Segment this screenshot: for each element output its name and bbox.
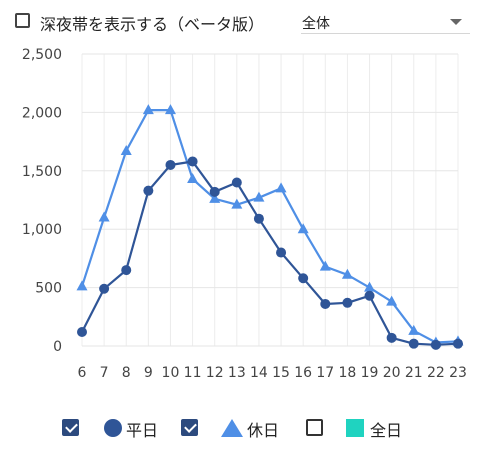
- data-point-triangle: [187, 172, 199, 183]
- x-tick-label: 21: [405, 365, 423, 381]
- y-tick-label: 500: [35, 281, 62, 297]
- series-line-circle: [81, 160, 459, 346]
- data-point-circle: [430, 339, 441, 350]
- data-point-circle: [77, 326, 87, 337]
- x-tick-label: 13: [228, 365, 246, 381]
- x-tick-label: 20: [383, 365, 401, 381]
- view-select[interactable]: 全体: [301, 8, 470, 34]
- data-point-circle: [364, 290, 375, 301]
- data-point-circle: [342, 297, 353, 308]
- x-tick-label: 15: [272, 365, 290, 381]
- data-point-circle: [121, 265, 132, 276]
- x-tick-label: 19: [361, 365, 379, 381]
- data-point-triangle: [76, 280, 88, 291]
- top-bar: 深夜帯を表示する（ベータ版） 全体: [0, 0, 491, 44]
- x-tick-label: 18: [338, 365, 356, 381]
- x-tick-label: 10: [162, 365, 180, 381]
- data-point-circle: [143, 185, 154, 196]
- x-tick-label: 12: [206, 365, 224, 381]
- line-chart: 0 500 1,000 1,500 2,000 2,500 6 7 8 9 10 11 12 13 14 15…: [22, 47, 467, 381]
- x-tick-label: 8: [122, 365, 131, 381]
- legend-allday-label[interactable]: 全日: [370, 421, 403, 440]
- data-point-triangle: [319, 260, 331, 271]
- y-tick-label: 2,000: [22, 105, 62, 121]
- legend-holiday-label[interactable]: 休日: [247, 421, 280, 440]
- x-tick-label: 17: [316, 365, 334, 381]
- legend-weekday-checkbox[interactable]: [62, 419, 79, 436]
- data-point-circle: [187, 156, 198, 167]
- data-point-triangle: [231, 198, 243, 209]
- x-tick-label: 16: [294, 365, 312, 381]
- data-point-triangle: [209, 192, 221, 203]
- data-point-triangle: [364, 281, 376, 292]
- late-night-checkbox[interactable]: [15, 13, 30, 28]
- data-point-triangle: [253, 191, 265, 202]
- x-tick-label: 7: [100, 365, 109, 381]
- data-point-triangle: [142, 104, 154, 115]
- y-tick-label: 2,500: [22, 47, 62, 63]
- data-point-circle: [99, 283, 110, 294]
- x-tick-label: 14: [250, 365, 268, 381]
- x-tick-label: 6: [78, 365, 87, 381]
- dropdown-arrow-icon: [450, 19, 462, 25]
- legend-allday-checkbox[interactable]: [306, 419, 323, 436]
- legend: 平日 休日 全日: [0, 412, 491, 442]
- data-point-circle: [320, 298, 331, 309]
- data-point-circle: [253, 213, 264, 224]
- data-point-triangle: [408, 324, 420, 335]
- data-point-circle: [298, 273, 309, 284]
- data-point-circle: [276, 247, 287, 258]
- data-point-circle: [386, 332, 397, 343]
- legend-weekday-label[interactable]: 平日: [126, 421, 159, 440]
- view-select-value: 全体: [302, 16, 330, 32]
- y-tick-label: 1,000: [22, 222, 62, 238]
- legend-weekday-circle-icon: [104, 419, 122, 437]
- legend-holiday-triangle-icon: [221, 419, 243, 437]
- data-point-circle: [231, 177, 242, 188]
- data-point-triangle: [386, 295, 398, 306]
- data-point-triangle: [164, 104, 176, 115]
- late-night-label[interactable]: 深夜帯を表示する（ベータ版）: [40, 15, 265, 34]
- x-tick-label: 11: [184, 365, 202, 381]
- series-line-triangle: [80, 108, 459, 344]
- data-point-triangle: [98, 211, 110, 222]
- data-point-circle: [453, 338, 463, 349]
- data-point-triangle: [275, 182, 287, 193]
- data-point-circle: [209, 186, 220, 197]
- data-point-triangle: [120, 144, 132, 155]
- data-point-circle: [408, 338, 419, 349]
- y-tick-label: 1,500: [22, 164, 62, 180]
- data-point-circle: [165, 159, 176, 170]
- x-tick-label: 23: [449, 365, 467, 381]
- x-tick-label: 9: [144, 365, 153, 381]
- data-point-triangle: [341, 268, 353, 279]
- x-tick-label: 22: [427, 365, 445, 381]
- data-point-triangle: [297, 223, 309, 234]
- y-tick-label: 0: [53, 339, 62, 355]
- legend-allday-square-icon: [346, 419, 364, 437]
- legend-holiday-checkbox[interactable]: [181, 419, 198, 436]
